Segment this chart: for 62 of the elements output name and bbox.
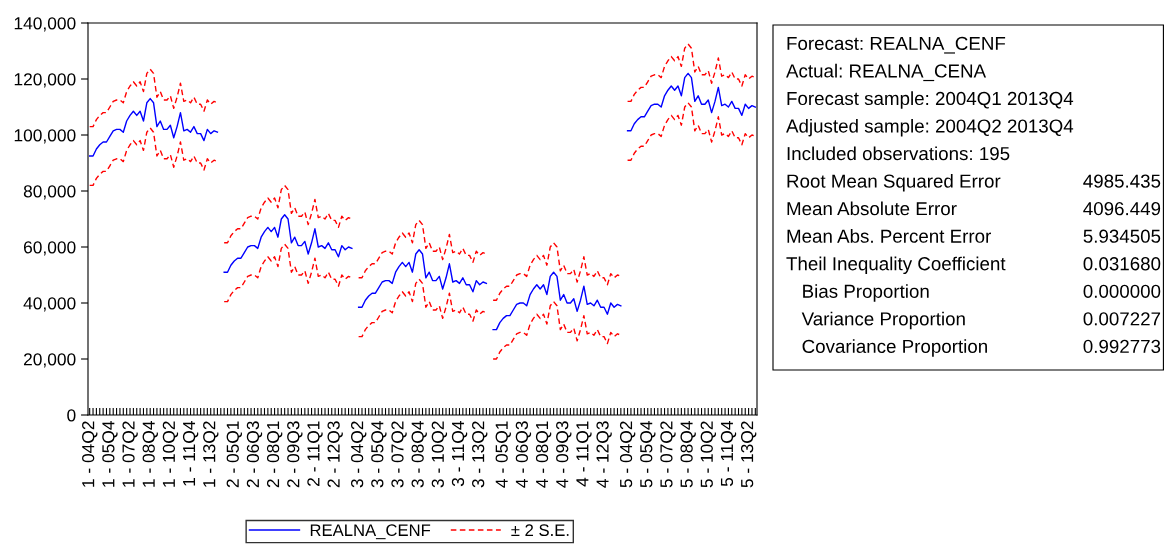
x-tick-label: 2 - 06Q3: [246, 421, 263, 488]
text: 0.992773: [1083, 339, 1161, 354]
y-tick-label: 40,000: [23, 297, 76, 312]
x-tick-label: 4 - 08Q1: [535, 421, 552, 488]
y-tick-label: 100,000: [14, 129, 76, 144]
x-tick-label: 5 - 07Q2: [660, 421, 676, 488]
x-tick-label: 1 - 13Q2: [203, 421, 219, 487]
x-tick-label: 3 - 11Q4: [451, 421, 468, 487]
y-tick-label: 80,000: [23, 185, 76, 200]
text: 0.000000: [1083, 284, 1161, 298]
x-tick-label: 3 - 04Q2: [350, 421, 367, 488]
x-tick-label: 1 - 07Q2: [122, 421, 138, 487]
y-tick-label: 60,000: [23, 241, 76, 256]
text: Mean Abs. Percent Error: [787, 229, 991, 243]
x-tick-label: 2 - 11Q1: [307, 421, 323, 486]
x-tick-label: 5 - 13Q2: [740, 421, 757, 488]
text: Covariance Proportion: [802, 339, 987, 357]
x-tick-label: 2 - 05Q1: [226, 421, 243, 488]
x-tick-label: 5 - 11Q4: [720, 421, 737, 487]
text: Root Mean Squared Error: [787, 173, 1001, 192]
x-tick-label: 1 - 04Q2: [82, 421, 98, 487]
text: Actual: REALNA_CENA: [786, 63, 987, 82]
y-tick-label: 120,000: [14, 73, 76, 88]
x-tick-label: 4 - 06Q3: [515, 421, 532, 488]
legend-label: ± 2 S.E.: [511, 524, 569, 537]
x-tick-label: 3 - 10Q2: [431, 421, 448, 488]
legend-label: REALNA_CENF: [310, 524, 431, 540]
text: Forecast sample: 2004Q1 2013Q4: [787, 91, 1074, 109]
y-tick-label: 0: [67, 409, 76, 422]
y-tick-label: 140,000: [14, 17, 76, 32]
x-tick-label: 1 - 05Q4: [102, 421, 118, 487]
x-tick-label: 4 - 09Q3: [556, 421, 572, 488]
text: Adjusted sample: 2004Q2 2013Q4: [786, 118, 1074, 137]
x-tick-label: 4 - 12Q3: [596, 421, 612, 488]
x-tick-label: 1 - 08Q4: [142, 421, 158, 487]
text: 0.031680: [1083, 257, 1161, 271]
x-tick-label: 5 - 08Q4: [680, 421, 696, 488]
x-tick-label: 2 - 08Q1: [266, 421, 283, 488]
x-tick-label: 1 - 11Q4: [182, 421, 199, 486]
text: 4985.435: [1083, 174, 1161, 188]
y-tick-label: 20,000: [23, 353, 76, 368]
x-tick-label: 3 - 05Q4: [371, 421, 387, 488]
text: 5.934505: [1083, 229, 1161, 243]
x-tick-label: 4 - 05Q1: [495, 421, 511, 488]
x-tick-label: 5 - 10Q2: [700, 421, 717, 488]
x-tick-label: 1 - 10Q2: [162, 421, 179, 487]
text: Mean Absolute Error: [787, 201, 957, 216]
text: Bias Proportion: [803, 284, 929, 302]
text: Variance Proportion: [801, 311, 965, 330]
text: 0.007227: [1083, 312, 1161, 326]
text: 4096.449: [1083, 202, 1161, 216]
x-tick-label: 4 - 11Q1: [576, 421, 592, 487]
x-tick-label: 3 - 13Q2: [472, 421, 488, 488]
x-tick-label: 3 - 08Q4: [411, 421, 427, 488]
text: Included observations: 195: [787, 146, 1010, 161]
x-tick-label: 3 - 07Q2: [391, 421, 407, 488]
x-tick-label: 5 - 05Q4: [640, 421, 656, 488]
x-tick-label: 2 - 09Q3: [287, 421, 303, 488]
x-tick-label: 5 - 04Q2: [619, 421, 636, 488]
x-tick-label: 2 - 12Q3: [327, 421, 343, 488]
text: Forecast: REALNA_CENF: [787, 36, 1006, 54]
text: Theil Inequality Coefficient: [786, 256, 1006, 275]
